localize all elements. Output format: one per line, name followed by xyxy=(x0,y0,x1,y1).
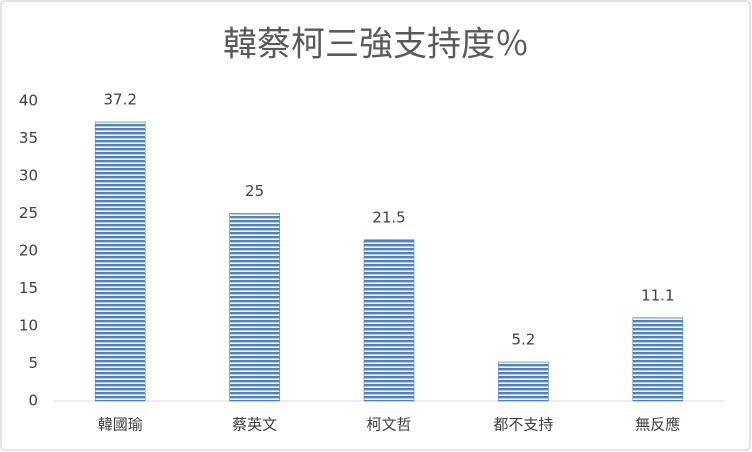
bar xyxy=(229,213,280,402)
y-tick-label: 5 xyxy=(28,354,38,372)
y-tick-label: 25 xyxy=(19,204,38,222)
y-tick-label: 20 xyxy=(19,242,38,260)
y-tick-label: 0 xyxy=(28,392,38,410)
x-tick-label: 柯文哲 xyxy=(366,416,411,434)
x-tick-label: 無反應 xyxy=(635,416,680,434)
bar xyxy=(94,121,146,402)
y-tick-label: 30 xyxy=(19,167,38,185)
y-tick-label: 15 xyxy=(19,279,38,297)
bar xyxy=(363,239,415,402)
value-label: 5.2 xyxy=(511,331,535,349)
y-tick-label: 35 xyxy=(19,129,38,147)
bar xyxy=(498,361,549,402)
bar xyxy=(632,317,684,402)
value-label: 25 xyxy=(245,182,264,200)
value-label: 37.2 xyxy=(103,91,136,109)
x-tick-label: 韓國瑜 xyxy=(98,416,143,434)
value-label: 11.1 xyxy=(641,286,674,304)
y-tick-label: 10 xyxy=(19,317,38,335)
x-tick-label: 都不支持 xyxy=(493,416,553,434)
chart-title: 韓蔡柯三強支持度％ xyxy=(223,25,529,65)
x-tick-label: 蔡英文 xyxy=(232,416,277,434)
value-label: 21.5 xyxy=(372,208,405,226)
y-tick-label: 40 xyxy=(19,92,38,110)
